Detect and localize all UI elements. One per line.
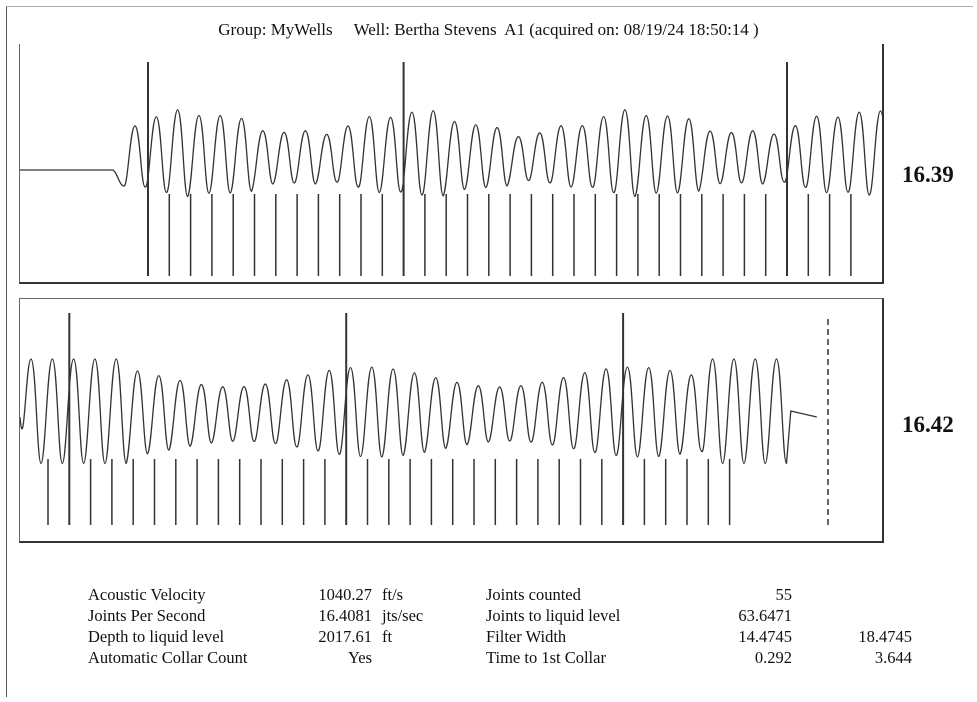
joints-counted-value-2 [810, 584, 912, 605]
time-first-collar-label: Time to 1st Collar [486, 648, 606, 667]
filter-width-value-2: 18.4745 [858, 627, 912, 646]
info-values-right: 55 63.6471 14.4745 0.292 [692, 584, 792, 668]
depth-value: 2017.61 [318, 627, 372, 646]
joints-counted-value: 55 [775, 585, 793, 604]
page-title: Group: MyWells Well: Bertha Stevens A1 (… [0, 20, 977, 40]
info-values-right-2: 18.4745 3.644 [810, 584, 912, 668]
info-units-left: ft/s jts/sec ft [382, 584, 423, 668]
acoustic-velocity-label: Acoustic Velocity [88, 585, 206, 604]
auto-collar-label: Automatic Collar Count [88, 648, 248, 667]
waveform-bottom-trace [20, 358, 817, 465]
depth-label: Depth to liquid level [88, 627, 225, 646]
waveform-top [20, 62, 882, 276]
acoustic-velocity-value: 1040.27 [318, 585, 372, 604]
joints-per-second-bottom: 16.42 [902, 412, 954, 437]
joints-per-second-label: Joints Per Second [88, 606, 206, 625]
filter-width-value: 14.4745 [738, 627, 792, 646]
group-label: Group: MyWells [218, 20, 333, 39]
info-labels-right: Joints counted Joints to liquid level Fi… [486, 584, 620, 668]
joints-to-liquid-value: 63.6471 [738, 606, 792, 625]
depth-unit: ft [382, 627, 393, 646]
well-label: Well: Bertha Stevens A1 (acquired on: 08… [353, 20, 759, 39]
auto-collar-unit [382, 647, 423, 668]
joints-counted-label: Joints counted [486, 585, 581, 604]
joints-per-second-value: 16.4081 [318, 606, 372, 625]
info-labels-left: Acoustic Velocity Joints Per Second Dept… [88, 584, 247, 668]
waveform-bottom [20, 313, 829, 527]
waveform-top-trace [20, 109, 882, 198]
time-first-collar-value-2: 3.644 [874, 648, 912, 667]
trace-panel-bottom [19, 298, 884, 543]
joints-to-liquid-value-2 [810, 605, 912, 626]
acoustic-velocity-unit: ft/s [382, 585, 404, 604]
filter-width-label: Filter Width [486, 627, 567, 646]
time-first-collar-value: 0.292 [754, 648, 792, 667]
joints-per-second-unit: jts/sec [382, 606, 424, 625]
joints-per-second-top: 16.39 [902, 162, 954, 187]
trace-panel-top [19, 44, 884, 284]
joints-to-liquid-label: Joints to liquid level [486, 606, 621, 625]
info-values-left: 1040.27 16.4081 2017.61 Yes [280, 584, 372, 668]
page-frame [6, 6, 973, 697]
auto-collar-value: Yes [347, 648, 372, 667]
